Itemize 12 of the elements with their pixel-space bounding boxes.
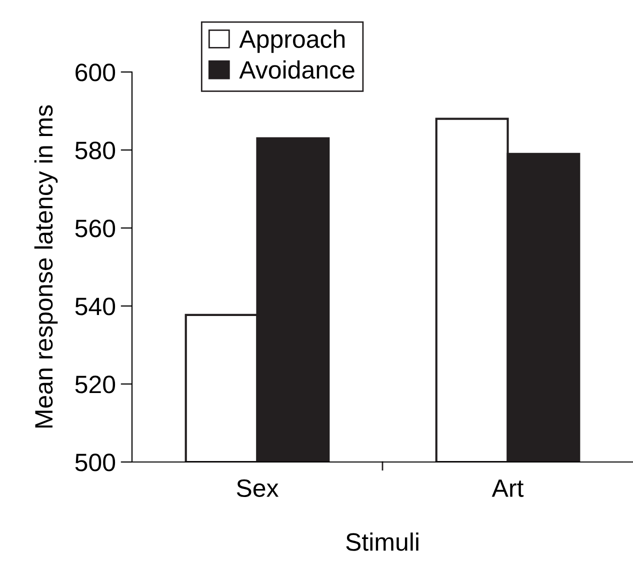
x-axis-title: Stimuli [346,532,418,551]
y-tick-label: 520 [75,376,116,394]
x-tick-label: Art [492,480,524,497]
y-axis-title: Mean response latency in ms [34,105,58,428]
y-tick-label: 540 [75,298,116,316]
y-tick-label: 580 [75,142,116,160]
x-tick-label: Sex [236,479,279,498]
y-tick-label: 500 [75,454,116,472]
y-tick-label: 600 [76,64,116,82]
y-tick-label: 560 [75,220,116,238]
legend-label: Avoidance [239,60,354,79]
legend-label: Approach [239,30,345,53]
